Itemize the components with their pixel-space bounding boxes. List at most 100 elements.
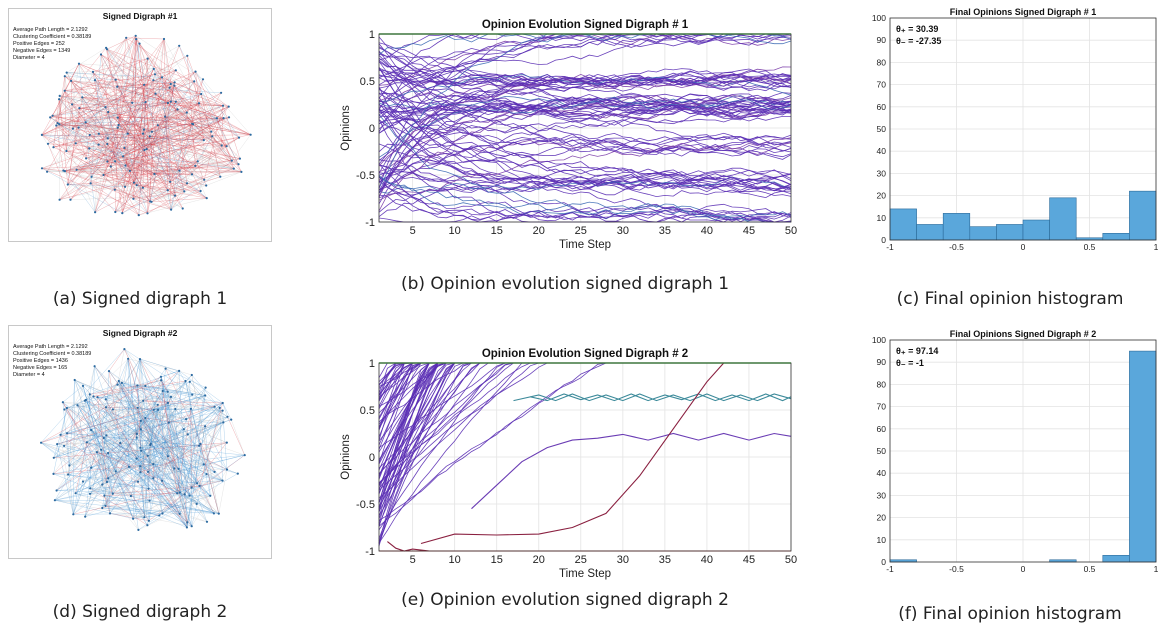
- graph-edge: [89, 493, 208, 522]
- graph-node: [222, 117, 225, 120]
- graph-edge: [150, 410, 223, 444]
- graph-edge: [154, 55, 188, 75]
- caption-f: (f) Final opinion histogram: [898, 604, 1122, 624]
- graph-edge: [78, 63, 106, 108]
- stat-line: Average Path Length = 2.1292: [13, 344, 88, 350]
- graph-edge: [133, 182, 183, 209]
- x-tick-label: 40: [701, 225, 713, 237]
- graph-edge: [184, 395, 206, 495]
- graph-edge: [98, 133, 207, 199]
- stat-line: Clustering Coefficient = 0.38189: [13, 351, 92, 357]
- histogram-bars: [889, 190, 1157, 241]
- graph-node: [211, 135, 214, 138]
- graph-node: [166, 401, 170, 404]
- graph-edge: [115, 45, 180, 213]
- graph-edge: [112, 409, 224, 423]
- graph-node: [124, 185, 127, 188]
- graph-edge: [150, 185, 207, 202]
- graph-node: [94, 211, 97, 214]
- opinion-line: [378, 66, 792, 102]
- graph-edge: [46, 58, 148, 172]
- graph-edge: [191, 374, 219, 514]
- graph-node: [88, 147, 91, 150]
- graph-edge: [59, 95, 106, 108]
- graph-node: [215, 117, 218, 120]
- graph-edge: [97, 397, 188, 528]
- graph-node: [147, 470, 150, 473]
- graph-edge: [153, 410, 223, 479]
- graph-node: [156, 408, 160, 411]
- graph-edge: [124, 71, 196, 149]
- y-tick-label: 80: [877, 379, 887, 389]
- graph-edge: [59, 95, 224, 119]
- graph-node: [146, 524, 149, 527]
- graph-node: [132, 517, 135, 520]
- graph-edge: [100, 54, 251, 135]
- opinion-line: [378, 100, 792, 179]
- graph-node: [127, 465, 131, 468]
- graph-edge: [135, 35, 204, 80]
- graph-edge: [168, 408, 176, 423]
- graph-edge: [162, 390, 180, 493]
- graph-node: [188, 380, 191, 383]
- x-axis-label: Time Step: [559, 568, 611, 580]
- graph-node: [104, 504, 107, 507]
- graph-edge: [100, 54, 119, 126]
- graph-edge: [85, 122, 172, 210]
- graph-edge: [165, 116, 222, 146]
- graph-node: [55, 489, 58, 492]
- graph-edge: [175, 408, 228, 470]
- graph-node: [81, 96, 84, 99]
- graph-node: [152, 79, 155, 82]
- graph-node: [164, 367, 167, 370]
- opinion-line: [378, 33, 792, 109]
- graph-node: [196, 482, 199, 485]
- graph-node: [121, 212, 124, 215]
- graph-edge: [118, 380, 169, 404]
- graph-edge: [226, 469, 238, 474]
- graph-node: [160, 379, 163, 382]
- graph-node: [139, 419, 142, 422]
- graph-node: [107, 451, 110, 455]
- graph-edge: [133, 101, 171, 183]
- graph-edge: [124, 349, 179, 469]
- graph-edge: [52, 115, 240, 159]
- graph-node: [135, 432, 138, 435]
- graph-edge: [227, 416, 245, 456]
- stat-line: Average Path Length = 2.1292: [13, 27, 88, 33]
- graph-node: [204, 394, 207, 397]
- graph-edge: [102, 495, 211, 509]
- stat-line: Positive Edges = 1436: [13, 358, 68, 364]
- graph-edge: [64, 76, 67, 152]
- graph-edge: [70, 80, 79, 128]
- graph-edge: [154, 70, 176, 75]
- graph-edge: [40, 348, 125, 443]
- graph-edge: [59, 58, 148, 100]
- graph-edge: [58, 99, 67, 152]
- graph-node: [78, 107, 81, 110]
- graph-edge: [67, 385, 84, 475]
- graph-node: [100, 448, 103, 451]
- graph-edge: [150, 85, 175, 202]
- opinion-line: [378, 144, 792, 183]
- graph-edge: [102, 507, 214, 514]
- graph-edge: [125, 112, 187, 166]
- graph-edge: [162, 390, 223, 404]
- graph-node: [220, 144, 223, 147]
- y-tick-label: 0: [881, 557, 886, 567]
- graph-edge: [140, 466, 145, 518]
- graph-edge: [139, 359, 192, 527]
- graph-node: [84, 121, 87, 124]
- graph-edge: [117, 102, 168, 118]
- graph-edge: [108, 348, 125, 372]
- graph-edge: [191, 136, 213, 175]
- graph-node: [150, 130, 153, 133]
- graph-node: [184, 379, 187, 383]
- opinion-line: [378, 105, 792, 123]
- graph-edge: [70, 195, 176, 200]
- graph-node: [74, 142, 77, 145]
- graph-panel-2: Signed Digraph #2 Average Path Length = …: [8, 325, 272, 559]
- graph-edge: [138, 190, 201, 216]
- graph-edge: [174, 468, 219, 514]
